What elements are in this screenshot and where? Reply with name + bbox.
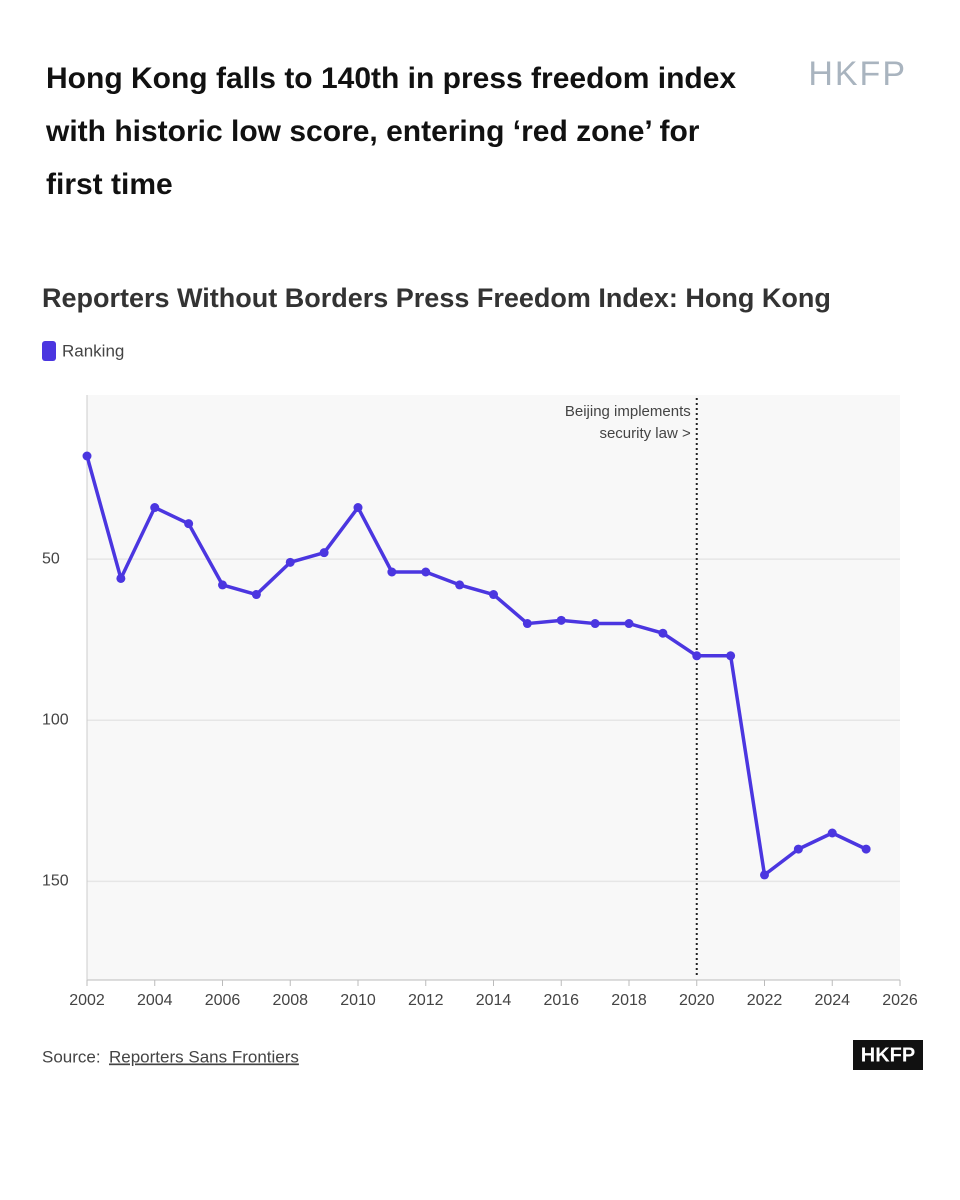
x-tick-label: 2006 [205, 992, 241, 1009]
point [726, 651, 736, 661]
x-tick-label: 2020 [679, 992, 715, 1009]
point [319, 548, 329, 558]
point [82, 451, 92, 461]
point [455, 580, 465, 590]
logo: HKFP [808, 55, 907, 93]
legend-label: Ranking [62, 341, 124, 360]
source-link[interactable]: Reporters Sans Frontiers [109, 1047, 299, 1066]
point [421, 567, 431, 577]
point [116, 573, 126, 583]
point [827, 828, 837, 838]
chart-title: Reporters Without Borders Press Freedom … [42, 283, 831, 313]
x-tick-label: 2010 [340, 992, 376, 1009]
point [793, 844, 803, 854]
point [590, 619, 600, 629]
headline: Hong Kong falls to 140th in press freedo… [46, 62, 737, 201]
x-tick-label: 2014 [476, 992, 512, 1009]
point [150, 503, 160, 513]
point [489, 590, 498, 600]
x-tick-label: 2016 [543, 992, 579, 1009]
annotation-text: security law > [599, 425, 691, 442]
line [85, 455, 867, 877]
point [522, 619, 532, 629]
point [658, 628, 668, 638]
point [861, 844, 871, 854]
badge-bg [853, 1040, 923, 1070]
x-tick-label: 2004 [137, 992, 173, 1009]
point [184, 519, 194, 529]
point [692, 651, 702, 661]
x-tick-label: 2022 [747, 992, 783, 1009]
legend-swatch [42, 341, 56, 361]
point [387, 567, 397, 577]
x-tick-label: 2012 [408, 992, 444, 1009]
point [285, 557, 295, 567]
x-tick-label: 2008 [272, 992, 308, 1009]
annotation-text: Beijing implements [565, 403, 691, 420]
y-tick-label: 50 [42, 550, 60, 567]
plot-area [87, 395, 900, 980]
point [251, 590, 261, 600]
point [624, 619, 634, 629]
point [556, 615, 566, 625]
y-tick-label: 100 [42, 711, 69, 728]
point [218, 580, 227, 590]
point [760, 870, 769, 880]
x-tick-label: 2002 [69, 992, 105, 1009]
point [353, 503, 363, 513]
x-tick-label: 2018 [611, 992, 647, 1009]
badge: HKFP [861, 1044, 915, 1066]
x-tick-label: 2024 [814, 992, 850, 1009]
y-tick-label: 150 [42, 873, 69, 890]
x-tick-label: 2026 [882, 992, 918, 1009]
source-label: Source: [42, 1047, 101, 1066]
